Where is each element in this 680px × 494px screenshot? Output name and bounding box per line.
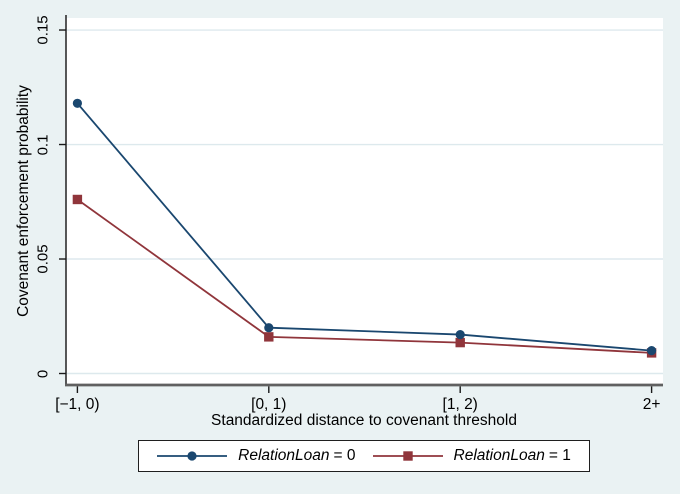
series-1-square-marker-0 <box>72 194 83 205</box>
y-axis-title: Covenant enforcement probability <box>15 85 32 317</box>
x-tick-label-1: [0, 1) <box>251 396 287 413</box>
series-line-1 <box>76 198 652 354</box>
legend: RelationLoan = 0 RelationLoan = 1 <box>138 440 590 472</box>
legend-series-name: RelationLoan <box>238 447 330 464</box>
y-tick-label-0.15: 0.15 <box>34 15 52 45</box>
legend-label-relationloan-1: RelationLoan = 1 <box>454 447 571 465</box>
series-1-square-marker-2 <box>455 337 465 348</box>
legend-entry-relationloan-0: RelationLoan = 0 <box>157 447 356 465</box>
series-1-square-marker-1 <box>264 332 274 342</box>
plot-area <box>66 18 663 385</box>
y-tick-label-0.1: 0.1 <box>34 134 52 155</box>
legend-entry-relationloan-1: RelationLoan = 1 <box>372 447 571 465</box>
legend-line-square-sample <box>372 451 443 461</box>
legend-series-value: = 1 <box>548 447 571 464</box>
series-0-circle-marker-1 <box>264 323 274 333</box>
y-tick-label-0.05: 0.05 <box>34 244 52 274</box>
x-tick-label-2: [1, 2) <box>442 396 478 413</box>
legend-series-value: = 0 <box>333 447 356 464</box>
y-tick-label-0: 0 <box>34 369 52 378</box>
x-axis-title: Standardized distance to covenant thresh… <box>211 412 517 429</box>
series-0-circle-marker-2 <box>455 329 465 340</box>
series-line-0 <box>76 102 652 352</box>
series-0-circle-marker-3 <box>647 346 657 356</box>
legend-series-name: RelationLoan <box>453 447 545 464</box>
x-tick-label-3: 2+ <box>642 396 661 413</box>
series-0-circle-marker-0 <box>72 98 82 108</box>
legend-line-circle-sample <box>157 451 228 461</box>
legend-label-relationloan-0: RelationLoan = 0 <box>238 447 355 465</box>
x-tick-label-0: [−1, 0) <box>55 396 100 413</box>
